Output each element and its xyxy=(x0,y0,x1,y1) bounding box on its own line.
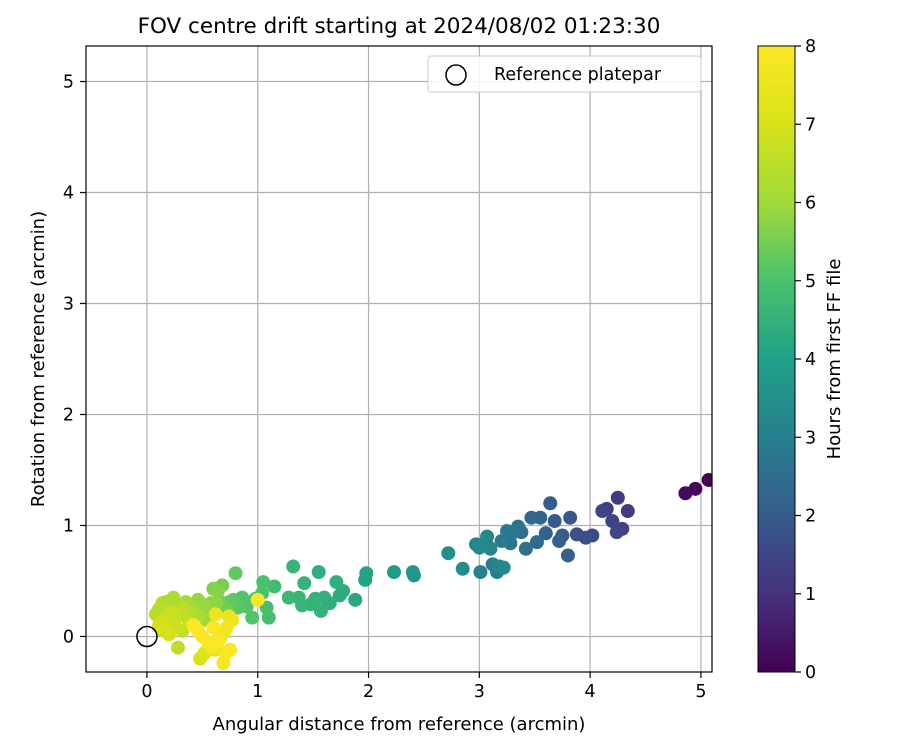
x-tick-label: 3 xyxy=(474,682,485,702)
grid-lines xyxy=(86,46,712,672)
colorbar-tick-label: 1 xyxy=(805,585,816,605)
data-point xyxy=(494,534,509,549)
data-point xyxy=(609,525,624,540)
data-point xyxy=(552,534,567,549)
colorbar: 0 1 2 3 4 5 6 7 8 Hours from first FF file xyxy=(757,37,845,683)
x-tick-label: 0 xyxy=(141,682,152,702)
legend-box xyxy=(427,55,702,93)
data-point xyxy=(455,561,470,576)
data-point xyxy=(348,592,363,607)
legend: Reference platepar xyxy=(427,55,702,93)
x-axis-ticks: 0 1 2 3 4 5 xyxy=(141,672,706,702)
data-point xyxy=(524,510,539,525)
data-point xyxy=(210,583,225,598)
x-tick-label: 2 xyxy=(363,682,374,702)
reference-platepar-marker xyxy=(136,625,158,648)
colorbar-label: Hours from first FF file xyxy=(824,259,845,460)
y-axis-ticks: 0 1 2 3 4 5 xyxy=(63,73,86,647)
data-point xyxy=(610,490,625,505)
data-point xyxy=(473,565,488,580)
data-point xyxy=(543,496,558,511)
data-point xyxy=(496,560,511,575)
data-point xyxy=(206,620,221,635)
data-point xyxy=(405,565,420,580)
data-point xyxy=(286,559,301,574)
data-point xyxy=(560,548,575,563)
data-point xyxy=(216,656,231,671)
data-point xyxy=(518,541,533,556)
data-point xyxy=(170,640,185,655)
x-tick-label: 4 xyxy=(585,682,596,702)
colorbar-tick-label: 2 xyxy=(805,507,816,527)
y-tick-label: 2 xyxy=(63,405,74,425)
data-point xyxy=(256,575,271,590)
data-point xyxy=(228,566,243,581)
data-point xyxy=(563,510,578,525)
chart-title: FOV centre drift starting at 2024/08/02 … xyxy=(138,14,661,39)
data-point xyxy=(483,541,498,556)
data-point xyxy=(605,514,620,529)
data-point xyxy=(210,635,225,650)
data-point xyxy=(332,588,347,603)
data-point xyxy=(569,527,584,542)
x-tick-label: 5 xyxy=(695,682,706,702)
data-point xyxy=(595,504,610,519)
y-tick-label: 5 xyxy=(63,73,74,93)
data-point xyxy=(245,610,260,625)
data-point xyxy=(480,529,495,544)
data-point xyxy=(329,575,344,590)
legend-label-reference-platepar: Reference platepar xyxy=(494,65,662,85)
y-tick-label: 4 xyxy=(63,184,74,204)
colorbar-tick-label: 5 xyxy=(805,272,816,292)
colorbar-tick-label: 0 xyxy=(805,663,816,683)
y-axis-label: Rotation from reference (arcmin) xyxy=(28,211,49,507)
y-tick-label: 1 xyxy=(63,516,74,536)
data-point xyxy=(441,546,456,561)
data-point xyxy=(208,607,223,622)
data-point xyxy=(297,576,312,591)
y-tick-label: 3 xyxy=(63,295,74,315)
data-point xyxy=(291,590,306,605)
data-point xyxy=(186,618,201,633)
data-point xyxy=(678,486,693,501)
scatter-points xyxy=(148,472,712,671)
colorbar-tick-label: 7 xyxy=(805,115,816,135)
x-axis-label: Angular distance from reference (arcmin) xyxy=(213,714,586,735)
data-point xyxy=(620,504,635,519)
x-tick-label: 1 xyxy=(252,682,263,702)
data-point xyxy=(208,596,223,611)
colorbar-ticks: 0 1 2 3 4 5 6 7 8 xyxy=(795,37,816,683)
colorbar-tick-label: 6 xyxy=(805,194,816,214)
data-point xyxy=(311,565,326,580)
data-point xyxy=(281,590,296,605)
colorbar-tick-label: 4 xyxy=(805,350,816,370)
data-point xyxy=(701,472,712,487)
data-point xyxy=(267,579,282,594)
colorbar-tick-label: 8 xyxy=(805,37,816,57)
data-point xyxy=(156,623,171,638)
data-point xyxy=(538,526,553,541)
data-point xyxy=(250,592,265,607)
data-point xyxy=(313,603,328,618)
plot-frame xyxy=(85,45,713,673)
data-point xyxy=(359,566,374,581)
data-point xyxy=(472,540,487,555)
data-point xyxy=(529,535,544,550)
data-point xyxy=(223,642,238,657)
data-point xyxy=(547,514,562,529)
legend-marker-reference-platepar xyxy=(445,64,467,86)
colorbar-tick-label: 3 xyxy=(805,428,816,448)
y-tick-label: 0 xyxy=(63,627,74,647)
data-point xyxy=(387,565,402,580)
colorbar-gradient xyxy=(757,45,796,673)
